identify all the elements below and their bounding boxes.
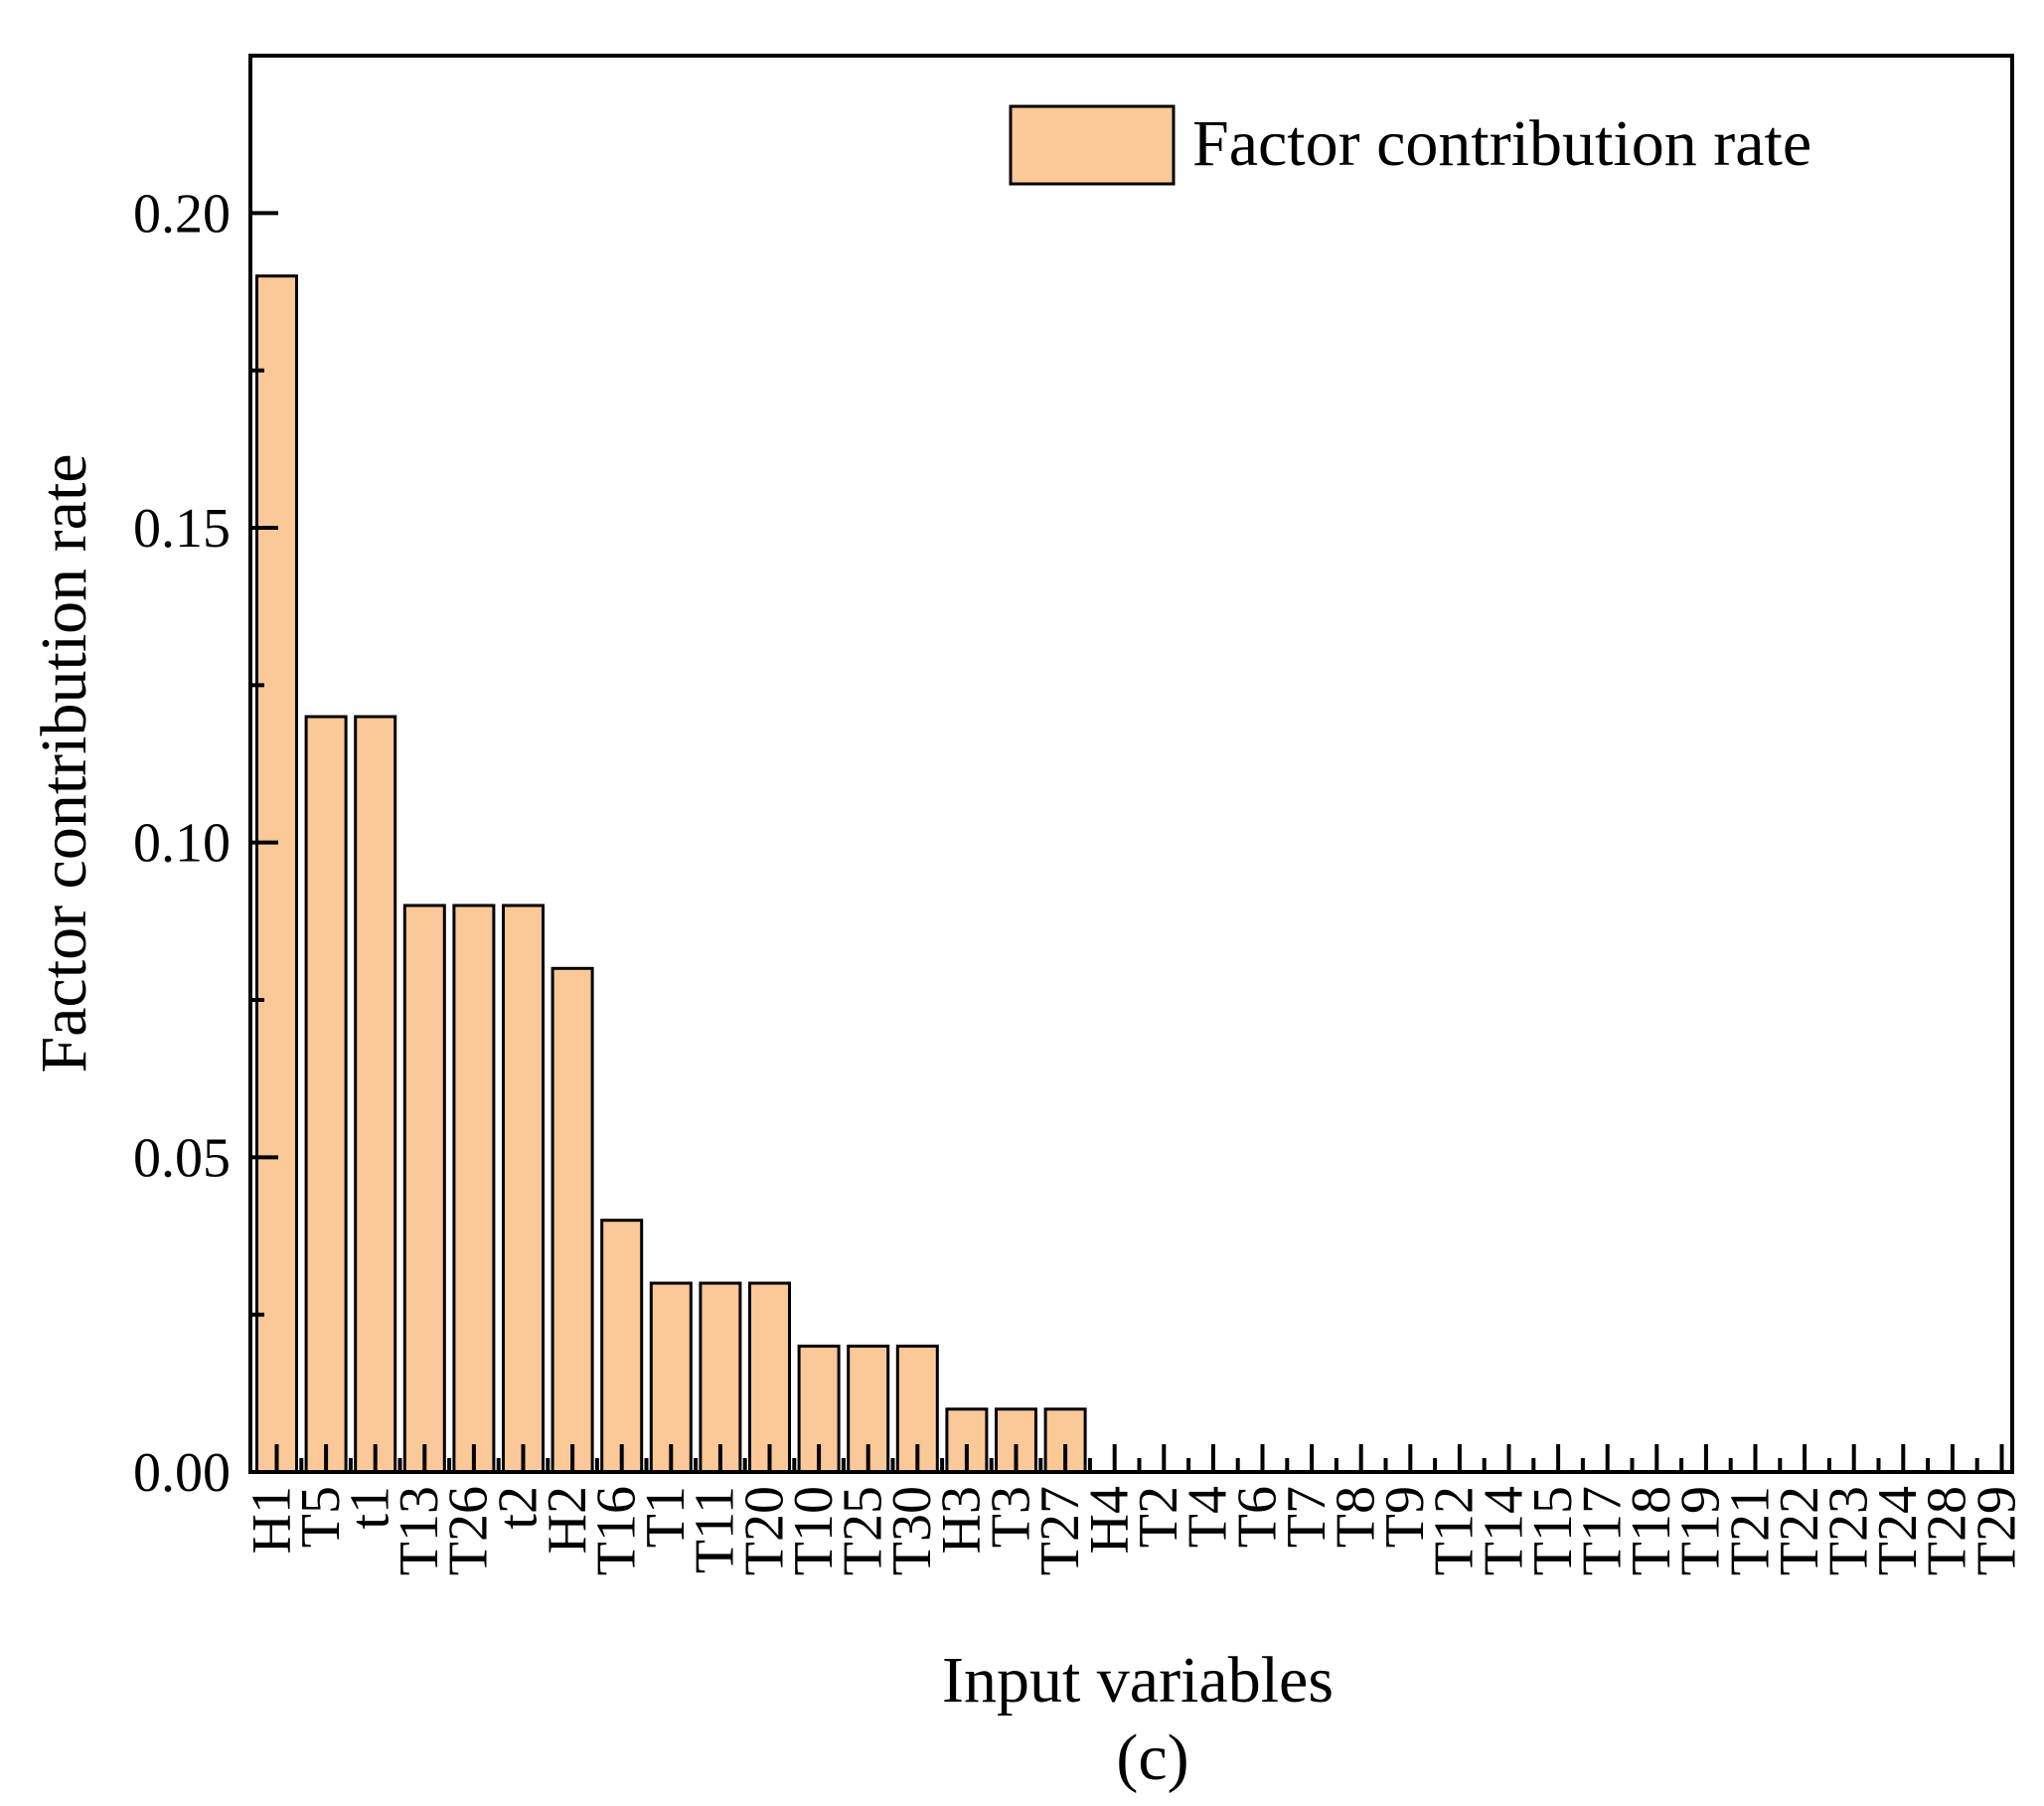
x-tick-label: T16	[586, 1486, 648, 1575]
y-tick-label: 0.15	[133, 498, 231, 560]
plot-frame	[248, 54, 2014, 1474]
x-tick-label: T1	[635, 1486, 697, 1548]
legend-label: Factor contribution rate	[1192, 107, 1811, 180]
ticks-layer: H1T5t1T13T26t2H2T16T1T11T20T10T25T30H3T3…	[133, 183, 2027, 1575]
x-tick-label: T27	[1029, 1486, 1091, 1575]
x-tick-label: T5	[290, 1486, 352, 1548]
legend: Factor contribution rate	[1009, 104, 1811, 186]
x-tick-label: t2	[487, 1486, 549, 1530]
x-tick-label: H3	[931, 1486, 993, 1554]
x-tick-label: T11	[685, 1486, 746, 1573]
bar-T20	[748, 1281, 791, 1474]
x-tick-label: T19	[1670, 1486, 1732, 1575]
x-tick-label: T28	[1917, 1486, 1978, 1575]
x-tick-label: T24	[1867, 1486, 1929, 1575]
y-tick-label: 0.10	[133, 813, 231, 875]
x-tick-label: T25	[833, 1486, 894, 1575]
x-tick-label: T2	[1128, 1486, 1189, 1548]
bar-T26	[452, 903, 496, 1474]
x-tick-label: T20	[733, 1486, 795, 1575]
x-tick-label: T23	[1818, 1486, 1880, 1575]
x-tick-label: H1	[240, 1486, 302, 1554]
bar-t2	[502, 903, 545, 1474]
y-tick-label: 0.00	[133, 1442, 231, 1504]
x-tick-label: H4	[1079, 1486, 1141, 1554]
bar-T16	[600, 1219, 644, 1474]
bar-T5	[304, 715, 348, 1474]
bar-T11	[699, 1281, 742, 1474]
y-tick-label: 0.20	[133, 183, 231, 245]
x-tick-label: T18	[1621, 1486, 1682, 1575]
x-tick-label: T13	[389, 1486, 450, 1575]
x-axis-title: Input variables	[942, 1644, 1334, 1717]
x-tick-label: T26	[438, 1486, 500, 1575]
legend-swatch	[1009, 104, 1176, 186]
x-tick-label: T17	[1572, 1486, 1634, 1575]
x-tick-label: T12	[1424, 1486, 1486, 1575]
x-tick-label: T4	[1178, 1486, 1239, 1548]
bar-T13	[402, 903, 446, 1474]
y-tick-label: 0.05	[133, 1127, 231, 1189]
y-axis-title: Factor contribution rate	[28, 453, 100, 1072]
x-tick-label: t1	[340, 1486, 401, 1530]
x-tick-label: T15	[1522, 1486, 1584, 1575]
bar-T1	[649, 1281, 693, 1474]
x-tick-label: T3	[980, 1486, 1041, 1548]
figure-caption: (c)	[1116, 1722, 1188, 1794]
x-tick-label: T9	[1374, 1486, 1436, 1548]
bar-t1	[354, 715, 397, 1474]
x-tick-label: T7	[1276, 1486, 1337, 1548]
x-tick-label: T8	[1326, 1486, 1387, 1548]
x-tick-label: T30	[881, 1486, 943, 1575]
x-tick-label: T21	[1719, 1486, 1781, 1575]
x-tick-label: T29	[1965, 1486, 2027, 1575]
x-tick-label: T22	[1769, 1486, 1830, 1575]
x-tick-label: H2	[537, 1486, 598, 1554]
bar-H2	[550, 966, 594, 1474]
x-tick-label: T14	[1473, 1486, 1534, 1575]
bar-H1	[255, 274, 298, 1474]
bars-layer	[255, 274, 1087, 1474]
x-tick-label: T6	[1226, 1486, 1288, 1548]
x-tick-label: T10	[783, 1486, 845, 1575]
